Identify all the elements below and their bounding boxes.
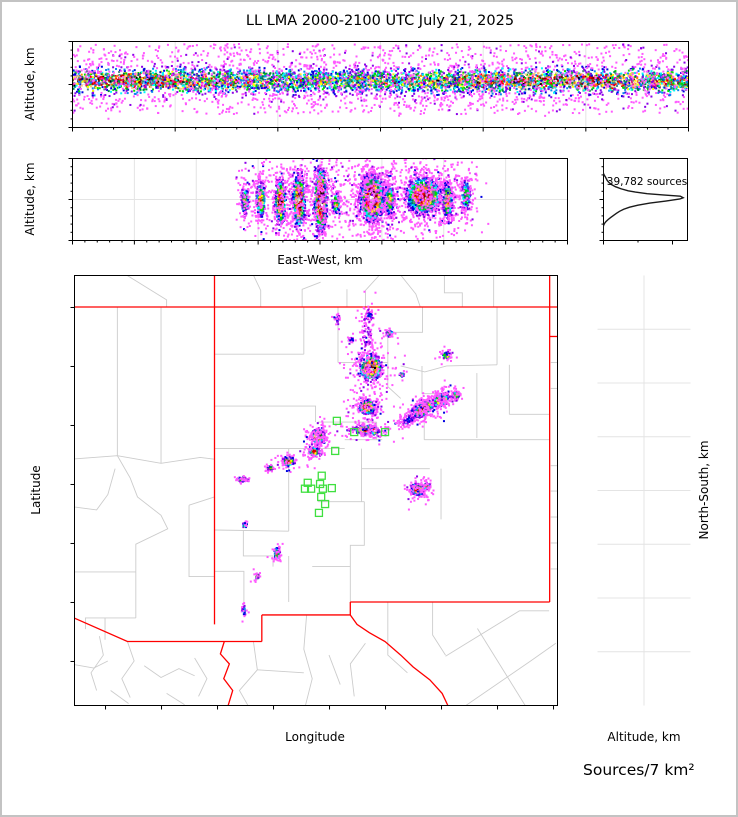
ns-panel-xlabel: Altitude, km bbox=[607, 730, 681, 744]
ew-panel-xlabel: East-West, km bbox=[277, 253, 363, 267]
source-count-annotation: 39,782 sources bbox=[606, 176, 688, 188]
ew-panel-ylabel: Altitude, km bbox=[23, 162, 37, 236]
time-panel-ylabel: Altitude, km bbox=[23, 47, 37, 121]
page-title: LL LMA 2000-2100 UTC July 21, 2025 bbox=[245, 13, 515, 29]
map-xlabel: Longitude bbox=[285, 730, 345, 744]
colorbar-label: Sources/7 km² bbox=[583, 761, 695, 779]
map-ylabel: Latitude bbox=[29, 465, 43, 515]
ns-panel-ylabel: North-South, km bbox=[697, 440, 711, 540]
